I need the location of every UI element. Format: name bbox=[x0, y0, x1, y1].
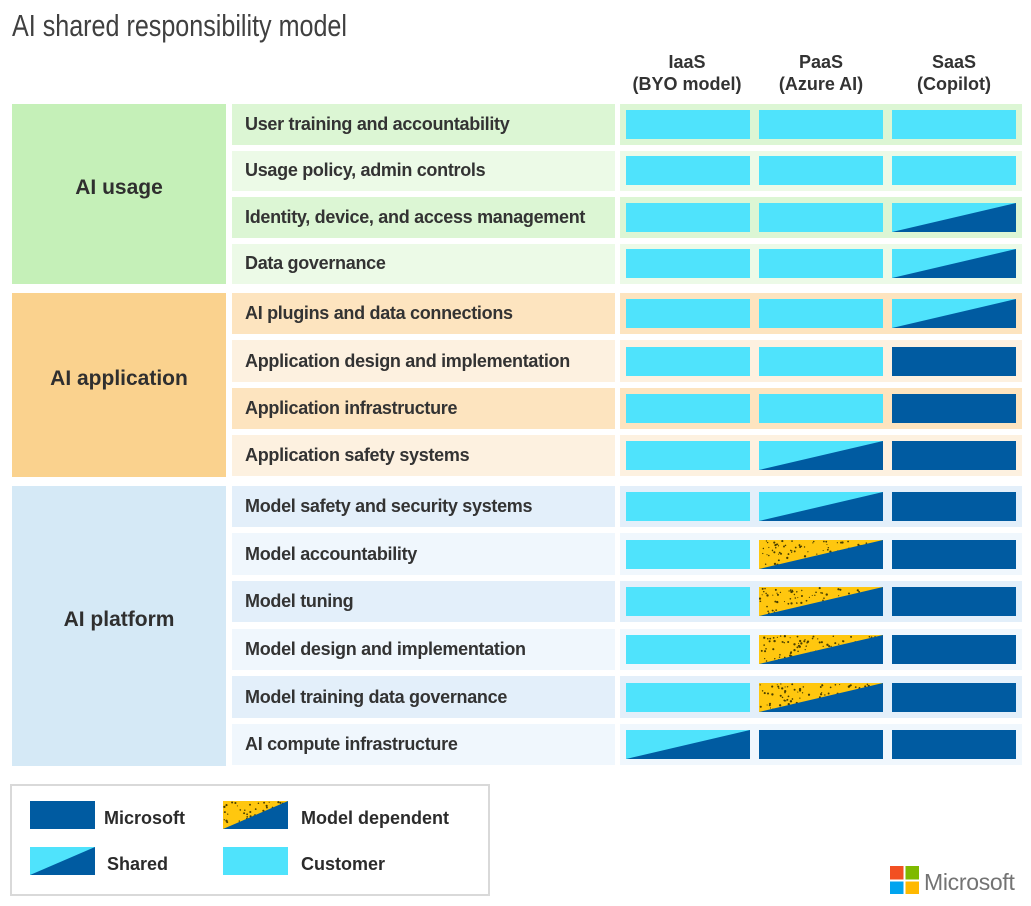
svg-text:Microsoft: Microsoft bbox=[924, 869, 1016, 894]
